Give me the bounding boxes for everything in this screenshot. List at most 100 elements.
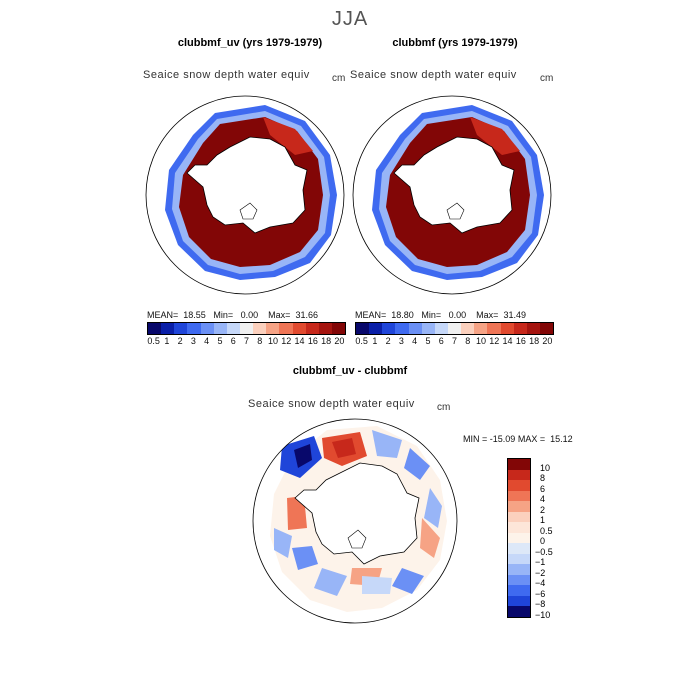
colorbar-tick-label: 12 [281, 336, 292, 346]
colorbar-tick-label: 0 [540, 536, 546, 546]
panel1-subtitle: Seaice snow depth water equiv [143, 69, 310, 81]
colorbar-swatch [513, 323, 527, 334]
panel1-ice-ne [263, 117, 313, 155]
panel3-map [252, 418, 458, 624]
panel1-map-boundary [145, 95, 345, 295]
colorbar-swatch [508, 511, 530, 522]
colorbar-swatch [508, 595, 530, 606]
season-title: JJA [331, 8, 369, 30]
colorbar-swatch [474, 323, 488, 334]
panel3-min: -15.09 [489, 434, 516, 444]
colorbar-swatch [461, 323, 475, 334]
panel1-colorbar [147, 322, 346, 335]
colorbar-swatch [487, 323, 501, 334]
colorbar-swatch [539, 323, 554, 334]
colorbar-swatch [508, 501, 530, 512]
panel2-title: clubbmf (yrs 1979-1979) [392, 37, 518, 49]
colorbar-swatch [500, 323, 514, 334]
colorbar-swatch [305, 323, 319, 334]
colorbar-tick-label: −6 [535, 588, 546, 599]
colorbar-swatch [369, 323, 383, 334]
colorbar-tick-label: 7 [243, 336, 250, 346]
colorbar-tick-label: 8 [257, 336, 263, 346]
panel1-map [145, 95, 345, 295]
colorbar-tick-label: −4 [535, 578, 546, 588]
colorbar-swatch [292, 323, 306, 334]
panel2-continent [393, 136, 515, 234]
colorbar-swatch [508, 574, 530, 585]
colorbar-swatch [226, 323, 240, 334]
colorbar-tick-label: 3 [398, 336, 404, 346]
panel2-colorbar [355, 322, 554, 335]
colorbar-swatch [508, 585, 530, 596]
colorbar-tick-label: 6 [230, 336, 236, 346]
panel2-min: 0.00 [448, 310, 467, 320]
colorbar-tick-label: 2 [385, 336, 391, 346]
colorbar-swatch [434, 323, 448, 334]
colorbar-tick-label: 7 [451, 336, 458, 346]
colorbar-tick-label: 4 [204, 336, 210, 346]
colorbar-tick-label: 18 [321, 336, 332, 346]
colorbar-swatch [508, 459, 530, 470]
panel3-max: 15.12 [550, 434, 573, 444]
panel1-title: clubbmf_uv (yrs 1979-1979) [177, 37, 323, 49]
colorbar-swatch [187, 323, 201, 334]
colorbar-tick-label: 4 [540, 494, 546, 504]
colorbar-tick-label: 14 [502, 336, 513, 346]
panel1-units: cm [332, 73, 346, 84]
colorbar-swatch [508, 490, 530, 501]
colorbar-tick-label: 10 [268, 336, 279, 346]
colorbar-swatch [174, 323, 188, 334]
colorbar-tick-label: −1 [535, 557, 546, 567]
colorbar-swatch [421, 323, 435, 334]
colorbar-tick-label: −0.5 [535, 546, 553, 557]
colorbar-tick-label: 1 [540, 515, 546, 525]
colorbar-tick-label: 0.5 [147, 336, 160, 346]
colorbar-swatch [279, 323, 293, 334]
colorbar-swatch [508, 522, 530, 533]
panel1-max: 31.66 [295, 310, 318, 320]
colorbar-swatch [148, 323, 162, 334]
panel1-continent [186, 136, 308, 234]
colorbar-swatch [239, 323, 254, 334]
colorbar-swatch [382, 323, 396, 334]
colorbar-tick-label: 6 [540, 483, 546, 494]
colorbar-swatch [266, 323, 280, 334]
colorbar-tick-label: 16 [307, 336, 318, 346]
panel1-mean: 18.55 [183, 310, 206, 320]
colorbar-tick-label: 5 [425, 336, 431, 346]
colorbar-tick-label: 10 [476, 336, 487, 346]
colorbar-swatch [447, 323, 462, 334]
colorbar-tick-label: 2 [540, 504, 546, 515]
colorbar-tick-label: 10 [540, 462, 551, 473]
colorbar-tick-label: 6 [438, 336, 444, 346]
colorbar-tick-label: 0.5 [540, 525, 553, 536]
colorbar-swatch [508, 543, 530, 554]
colorbar-swatch [161, 323, 175, 334]
colorbar-swatch [526, 323, 540, 334]
panel3-map-boundary [252, 418, 458, 624]
panel2-map [352, 95, 552, 295]
panel3-colorbar [507, 458, 531, 618]
colorbar-swatch [395, 323, 409, 334]
colorbar-tick-label: 14 [294, 336, 305, 346]
colorbar-swatch [213, 323, 227, 334]
colorbar-tick-label: 0.5 [355, 336, 368, 346]
colorbar-tick-label: 20 [542, 336, 553, 346]
colorbar-tick-label: 16 [515, 336, 526, 346]
colorbar-tick-label: 1 [372, 336, 378, 346]
colorbar-tick-label: 12 [489, 336, 500, 346]
colorbar-tick-label: −10 [535, 609, 551, 620]
colorbar-tick-label: 5 [217, 336, 223, 346]
colorbar-swatch [331, 323, 346, 334]
colorbar-swatch [200, 323, 214, 334]
colorbar-tick-label: 3 [190, 336, 196, 346]
colorbar-tick-label: 4 [412, 336, 418, 346]
colorbar-swatch [508, 469, 530, 480]
colorbar-tick-label: −2 [535, 567, 546, 578]
panel3-title: clubbmf_uv - clubbmf [292, 365, 408, 377]
colorbar-swatch [508, 553, 530, 564]
colorbar-tick-label: −8 [535, 599, 546, 609]
colorbar-tick-label: 18 [529, 336, 540, 346]
panel3-units: cm [437, 402, 451, 413]
